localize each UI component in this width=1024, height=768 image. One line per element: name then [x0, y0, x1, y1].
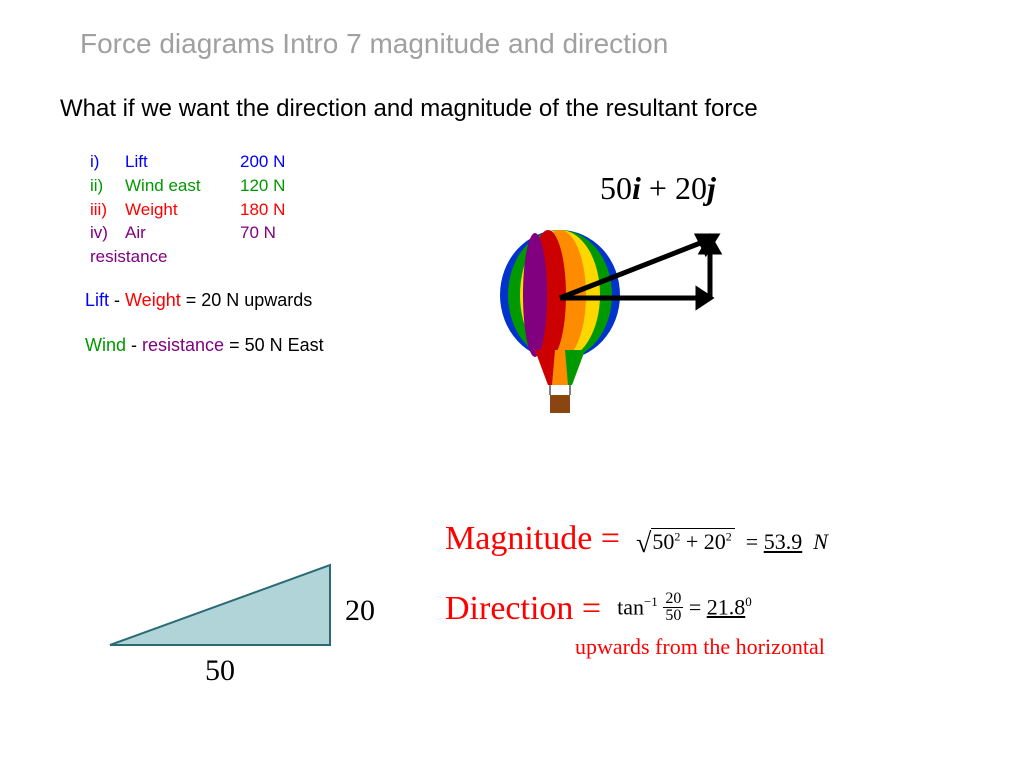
- triangle-base-label: 50: [205, 654, 235, 687]
- eq-part: =: [181, 290, 202, 310]
- force-name: Lift: [125, 150, 240, 174]
- force-num: iv): [90, 221, 125, 245]
- force-value: 200 N: [240, 150, 285, 174]
- magnitude-expression: √502 + 202 = 53.9 N: [636, 525, 828, 557]
- direction-note: upwards from the horizontal: [575, 634, 828, 660]
- force-name: Air: [125, 221, 240, 245]
- force-num: i): [90, 150, 125, 174]
- eq-part: Wind: [85, 335, 126, 355]
- vector-x: 50: [600, 170, 632, 206]
- vector-equation: 50i + 20j: [600, 170, 716, 207]
- results: Magnitude = √502 + 202 = 53.9 N Directio…: [445, 520, 828, 660]
- eq-part: 20 N upwards: [201, 290, 312, 310]
- eq-part: =: [224, 335, 245, 355]
- force-row: iii) Weight 180 N: [90, 198, 285, 222]
- question-text: What if we want the direction and magnit…: [60, 95, 758, 123]
- resistance-label: resistance: [90, 245, 285, 269]
- balloon-icon: [500, 230, 620, 413]
- vector-y: 20: [675, 170, 707, 206]
- equation-1: Lift - Weight = 20 N upwards: [85, 290, 312, 311]
- force-name: Weight: [125, 198, 240, 222]
- eq-part: -: [126, 335, 142, 355]
- force-list: i) Lift 200 N ii) Wind east 120 N iii) W…: [90, 150, 285, 269]
- force-value: 70 N: [240, 221, 276, 245]
- triangle-diagram: 20 50: [90, 535, 390, 700]
- eq-part: Weight: [125, 290, 181, 310]
- force-row: ii) Wind east 120 N: [90, 174, 285, 198]
- force-value: 120 N: [240, 174, 285, 198]
- page-title: Force diagrams Intro 7 magnitude and dir…: [80, 28, 668, 60]
- force-num: ii): [90, 174, 125, 198]
- equation-2: Wind - resistance = 50 N East: [85, 335, 324, 356]
- direction-expression: tan−1 20 50 = 21.80: [617, 593, 752, 626]
- force-name: Wind east: [125, 174, 240, 198]
- force-value: 180 N: [240, 198, 285, 222]
- force-row: i) Lift 200 N: [90, 150, 285, 174]
- force-num: iii): [90, 198, 125, 222]
- triangle-height-label: 20: [345, 594, 375, 627]
- eq-part: resistance: [142, 335, 224, 355]
- magnitude-label: Magnitude =: [445, 520, 620, 558]
- direction-label: Direction =: [445, 590, 601, 628]
- eq-part: Lift: [85, 290, 109, 310]
- eq-part: -: [109, 290, 125, 310]
- triangle-shape: [110, 565, 330, 645]
- balloon-diagram: [480, 230, 640, 460]
- force-row: iv) Air 70 N: [90, 221, 285, 245]
- eq-part: 50 N East: [245, 335, 324, 355]
